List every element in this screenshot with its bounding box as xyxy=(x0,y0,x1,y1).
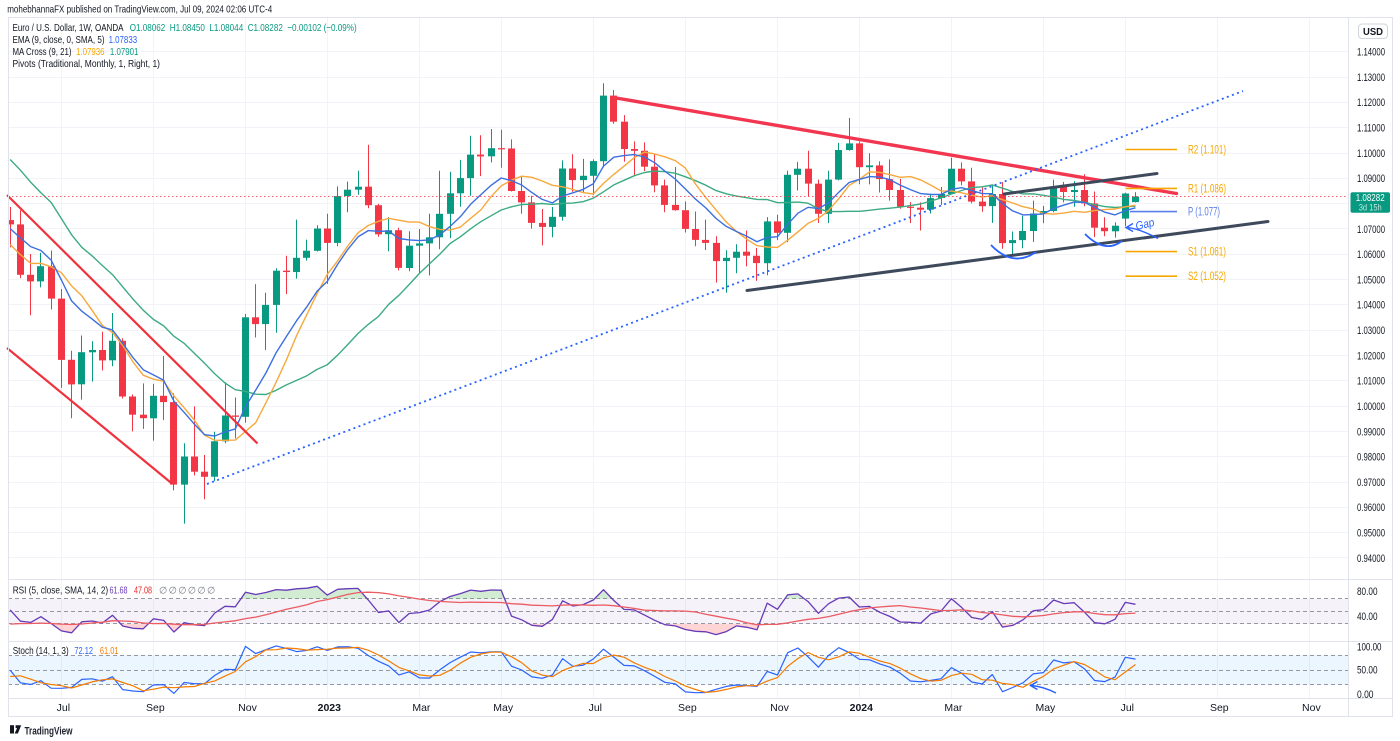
svg-text:1.11000: 1.11000 xyxy=(1357,123,1385,135)
svg-text:47.08: 47.08 xyxy=(134,585,152,597)
svg-text:1.06000: 1.06000 xyxy=(1357,249,1385,261)
svg-text:O1.08062 H1.08450 L1.08044: O1.08062 H1.08450 L1.08044 C1.08282 −0.0… xyxy=(130,22,357,34)
svg-text:Pivots (Traditional, Monthly,: Pivots (Traditional, Monthly, 1, Right, … xyxy=(13,58,161,70)
svg-text:∅: ∅ xyxy=(188,586,196,597)
svg-text:80.00: 80.00 xyxy=(1357,586,1378,598)
svg-text:Mar: Mar xyxy=(944,702,963,714)
svg-text:∅: ∅ xyxy=(197,586,205,597)
svg-text:40.00: 40.00 xyxy=(1357,611,1378,623)
svg-text:2023: 2023 xyxy=(318,702,342,714)
svg-text:∅: ∅ xyxy=(169,586,177,597)
svg-text:1.12000: 1.12000 xyxy=(1357,97,1385,109)
svg-text:mohebhannaFX published on Trad: mohebhannaFX published on TradingView.co… xyxy=(7,4,272,16)
svg-text:0.99000: 0.99000 xyxy=(1357,426,1385,438)
svg-text:1.03000: 1.03000 xyxy=(1357,325,1385,337)
svg-text:0.95000: 0.95000 xyxy=(1357,528,1385,540)
svg-text:R1 (1.086): R1 (1.086) xyxy=(1188,183,1226,195)
svg-text:0.98000: 0.98000 xyxy=(1357,452,1385,464)
svg-text:1.08282: 1.08282 xyxy=(1356,192,1385,204)
svg-text:1.07901: 1.07901 xyxy=(110,46,139,58)
svg-text:MA Cross (9, 21): MA Cross (9, 21) xyxy=(13,46,72,58)
svg-text:EMA (9, close, 0, SMA, 5): EMA (9, close, 0, SMA, 5) xyxy=(13,34,105,46)
svg-text:1.09000: 1.09000 xyxy=(1357,173,1385,185)
svg-text:1.00000: 1.00000 xyxy=(1357,401,1385,413)
svg-text:Sep: Sep xyxy=(146,702,165,714)
svg-text:Jul: Jul xyxy=(57,702,70,714)
svg-text:TradingView: TradingView xyxy=(25,725,73,737)
svg-text:1.02000: 1.02000 xyxy=(1357,350,1385,362)
svg-text:May: May xyxy=(493,702,514,714)
svg-text:0.00: 0.00 xyxy=(1357,689,1374,701)
svg-text:0.97000: 0.97000 xyxy=(1357,477,1385,489)
svg-text:1.07936: 1.07936 xyxy=(76,46,105,58)
svg-text:0.94000: 0.94000 xyxy=(1357,553,1385,565)
svg-text:61.01: 61.01 xyxy=(100,645,119,657)
svg-text:1.07833: 1.07833 xyxy=(109,34,138,46)
svg-text:Nov: Nov xyxy=(1302,702,1321,714)
svg-text:Nov: Nov xyxy=(770,702,789,714)
svg-text:1.13000: 1.13000 xyxy=(1357,72,1385,84)
svg-text:61.68: 61.68 xyxy=(110,585,128,597)
svg-text:Sep: Sep xyxy=(678,702,697,714)
svg-text:Jul: Jul xyxy=(589,702,602,714)
svg-text:Gap: Gap xyxy=(1134,217,1156,233)
svg-text:50.00: 50.00 xyxy=(1357,665,1378,677)
svg-text:100.00: 100.00 xyxy=(1357,642,1382,654)
svg-text:S2 (1.052): S2 (1.052) xyxy=(1188,271,1226,283)
svg-text:Euro / U.S. Dollar, 1W, OANDA: Euro / U.S. Dollar, 1W, OANDA xyxy=(13,22,124,34)
svg-text:3d 15h: 3d 15h xyxy=(1359,202,1382,213)
svg-text:Stoch (14, 1, 3): Stoch (14, 1, 3) xyxy=(13,645,69,657)
svg-text:S1 (1.061): S1 (1.061) xyxy=(1188,247,1226,259)
svg-text:1.01000: 1.01000 xyxy=(1357,376,1385,388)
svg-text:0.96000: 0.96000 xyxy=(1357,502,1385,514)
svg-text:Jul: Jul xyxy=(1121,702,1134,714)
svg-text:R2 (1.101): R2 (1.101) xyxy=(1188,145,1226,157)
svg-text:USD: USD xyxy=(1363,27,1383,38)
svg-text:May: May xyxy=(1035,702,1056,714)
svg-text:1.10000: 1.10000 xyxy=(1357,148,1385,160)
svg-text:1.14000: 1.14000 xyxy=(1357,47,1385,59)
svg-text:1.07000: 1.07000 xyxy=(1357,224,1385,236)
svg-text:Nov: Nov xyxy=(238,702,257,714)
svg-text:∅: ∅ xyxy=(159,586,167,597)
svg-text:1.04000: 1.04000 xyxy=(1357,300,1385,312)
svg-text:Sep: Sep xyxy=(1210,702,1229,714)
svg-text:2024: 2024 xyxy=(850,702,874,714)
svg-text:P (1.077): P (1.077) xyxy=(1188,207,1220,219)
svg-text:1.05000: 1.05000 xyxy=(1357,274,1385,286)
svg-text:∅: ∅ xyxy=(178,586,186,597)
svg-text:72.12: 72.12 xyxy=(74,645,93,657)
svg-text:∅: ∅ xyxy=(207,586,215,597)
svg-text:RSI (5, close, SMA, 14, 2): RSI (5, close, SMA, 14, 2) xyxy=(13,585,109,597)
svg-text:Mar: Mar xyxy=(412,702,431,714)
